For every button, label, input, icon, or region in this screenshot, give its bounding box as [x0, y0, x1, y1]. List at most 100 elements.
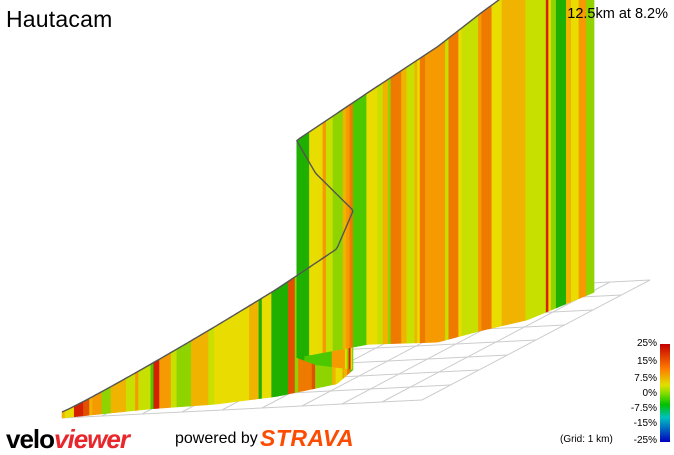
- profile-segment: [553, 0, 557, 310]
- gradient-legend-bar: [660, 344, 670, 442]
- profile-segment: [199, 333, 204, 406]
- strava-logo[interactable]: STRAVA: [260, 425, 355, 451]
- profile-segment: [92, 394, 96, 416]
- profile-segment: [170, 350, 175, 408]
- profile-segment: [268, 291, 272, 398]
- profile-segment: [369, 89, 373, 345]
- profile-segment: [363, 92, 367, 346]
- profile-segment: [458, 27, 463, 338]
- profile-segment: [545, 0, 549, 313]
- profile-segment: [411, 61, 416, 344]
- profile-segment: [339, 108, 344, 350]
- profile-segment: [296, 137, 300, 358]
- profile-segment: [433, 47, 437, 343]
- profile-segment: [576, 0, 580, 301]
- profile-segment: [401, 68, 405, 344]
- profile-segment: [129, 374, 133, 412]
- profile-segment: [422, 54, 426, 343]
- profile-segment: [319, 122, 324, 354]
- profile-segment: [543, 0, 547, 314]
- profile-segment: [226, 316, 231, 404]
- profile-segment: [505, 0, 510, 326]
- profile-segment: [563, 0, 567, 306]
- profile-segment: [425, 52, 429, 343]
- profile-segment: [359, 95, 364, 347]
- profile-segment: [255, 299, 260, 400]
- profile-segment: [261, 295, 266, 399]
- profile-segment: [336, 110, 341, 351]
- profile-segment: [150, 361, 155, 410]
- profile-walls: [61, 0, 595, 419]
- legend-tick-0: 0%: [642, 388, 657, 399]
- profile-segment: [528, 0, 532, 320]
- profile-segment: [498, 0, 503, 327]
- profile-segment: [417, 57, 421, 344]
- profile-segment: [393, 73, 397, 344]
- profile-segment: [385, 78, 389, 345]
- profile-segment: [438, 42, 443, 343]
- profile-segment: [322, 119, 327, 353]
- profile-segment: [144, 365, 149, 410]
- profile-segment: [445, 37, 450, 341]
- legend-tick-25: 25%: [636, 338, 657, 349]
- profile-segment: [591, 0, 595, 294]
- profile-segment: [277, 285, 282, 397]
- profile-segment: [179, 345, 183, 408]
- profile-segment: [252, 301, 257, 400]
- profile-segment: [299, 135, 304, 358]
- profile-segment: [380, 82, 384, 345]
- profile-segment: [533, 0, 537, 318]
- profile-segment: [538, 0, 542, 316]
- profile-segment: [484, 6, 489, 331]
- profile-segment: [101, 389, 106, 415]
- profile-segment: [548, 0, 552, 312]
- profile-segment: [122, 377, 127, 413]
- profile-segment: [406, 64, 410, 344]
- profile-segment: [352, 99, 357, 348]
- profile-segment: [274, 287, 279, 397]
- profile-segment: [511, 0, 516, 324]
- profile-segment: [356, 97, 361, 347]
- profile-segment: [501, 0, 506, 327]
- profile-segment: [474, 14, 479, 333]
- profile-segment: [571, 0, 575, 303]
- profile-segment: [550, 0, 554, 311]
- veloviewer-logo[interactable]: veloviewer: [6, 424, 130, 455]
- profile-segment: [281, 283, 286, 396]
- profile-ridge: [61, 0, 500, 413]
- grid-scale-note: (Grid: 1 km): [560, 434, 613, 445]
- profile-segment: [110, 384, 115, 414]
- profile-segment: [586, 0, 590, 296]
- profile-segment: [491, 1, 496, 329]
- profile-segment: [188, 340, 192, 407]
- powered-by-text: powered by: [175, 430, 258, 447]
- profile-segment: [382, 80, 386, 345]
- profile-segment: [135, 370, 139, 411]
- profile-segment: [315, 124, 320, 355]
- grid-line: [61, 399, 423, 419]
- profile-segment: [568, 0, 572, 304]
- profile-segment: [478, 11, 483, 332]
- profile-segment: [427, 50, 432, 343]
- profile-segment: [588, 0, 592, 295]
- profile-segment: [202, 331, 207, 406]
- profile-segment: [223, 318, 228, 404]
- profile-segment: [205, 329, 209, 406]
- profile-segment: [578, 0, 582, 300]
- profile-segment: [540, 0, 544, 315]
- profile-segment: [535, 0, 539, 317]
- profile-segment: [119, 379, 124, 413]
- profile-segment: [395, 71, 400, 344]
- profile-segment: [377, 83, 381, 345]
- legend-tick-neg-15: -15%: [633, 418, 657, 429]
- profile-segment: [86, 397, 90, 416]
- profile-segment: [126, 375, 130, 412]
- profile-segment: [159, 356, 163, 409]
- profile-segment: [141, 367, 145, 411]
- profile-segment: [302, 133, 307, 357]
- profile-segment: [242, 307, 247, 402]
- profile-segment: [581, 0, 585, 298]
- profile-segment: [80, 400, 84, 417]
- legend-tick-7-5: 7.5%: [634, 373, 657, 384]
- profile-segment: [468, 19, 473, 335]
